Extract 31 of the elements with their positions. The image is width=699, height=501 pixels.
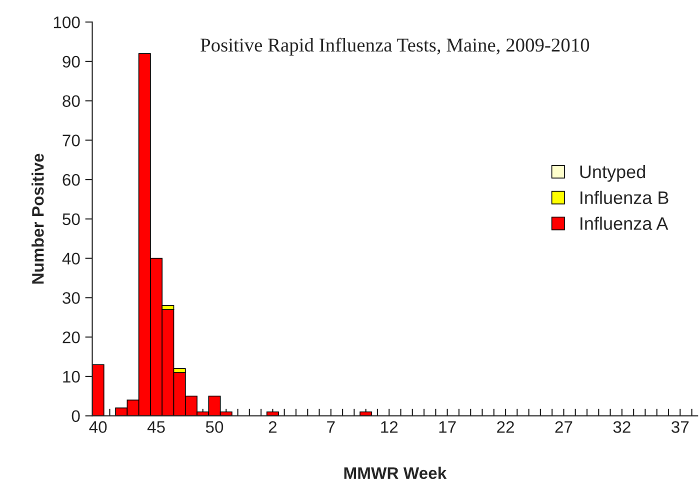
- y-tick-label: 100: [54, 16, 80, 28]
- x-tick-label: 17: [439, 421, 456, 433]
- x-tick-label: 37: [672, 421, 689, 433]
- x-tick-label: 40: [89, 421, 107, 433]
- x-tick-label: 45: [147, 421, 165, 433]
- y-tick-label: 0: [72, 410, 80, 422]
- y-tick-label: 90: [62, 56, 80, 68]
- y-tick-label: 50: [62, 213, 80, 226]
- x-tick-label: 27: [555, 421, 572, 433]
- y-tick-label: 30: [62, 292, 80, 304]
- y-tick-label: 10: [63, 370, 80, 383]
- bar: [266, 411, 279, 416]
- x-tick-label: 32: [613, 421, 630, 433]
- y-tick-label: 60: [62, 174, 80, 186]
- text: Positive Rapid Influenza Tests, Maine, 2009-2010: [200, 38, 590, 56]
- y-tick-label: 80: [62, 95, 80, 108]
- x-tick-label: 7: [327, 421, 335, 433]
- legend-label: Untyped: [580, 164, 645, 182]
- x-tick-label: 12: [381, 421, 398, 433]
- legend-label: Influenza B: [580, 190, 668, 204]
- y-tick-label: 70: [62, 134, 80, 146]
- x-tick-label: 50: [206, 421, 224, 433]
- bar: [92, 364, 104, 416]
- x-tick-label: 22: [497, 421, 514, 433]
- x-axis-title: MMWR Week: [344, 466, 447, 480]
- bar: [360, 411, 372, 416]
- legend-label: Influenza A: [580, 216, 668, 230]
- y-axis-title: Number Positive: [32, 154, 44, 284]
- y-tick-label: 40: [62, 252, 80, 265]
- y-tick-label: 20: [62, 331, 80, 344]
- x-tick-label: 2: [268, 421, 276, 433]
